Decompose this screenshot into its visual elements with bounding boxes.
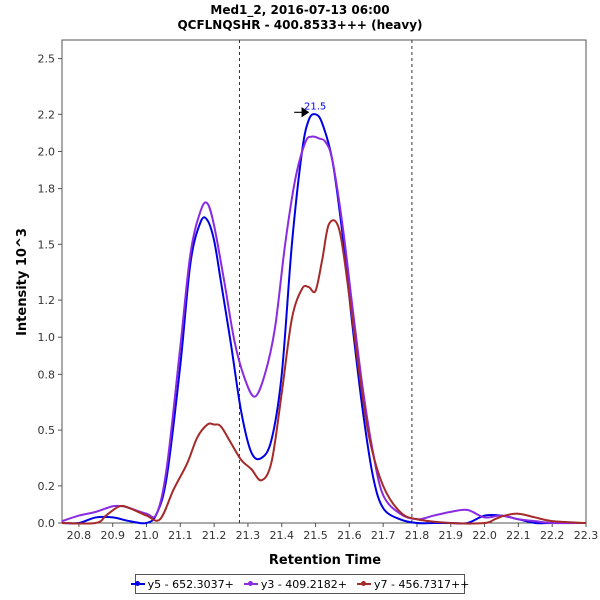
peak-arrow-icon [294, 107, 310, 118]
x-tick-label: 21.3 [236, 529, 261, 542]
y-tick-label: 0.8 [38, 368, 56, 381]
y-tick-label: 1.8 [38, 183, 56, 196]
series-line [61, 135, 587, 525]
peak-label: 21.5 [304, 101, 326, 112]
y-tick-label: 1.5 [38, 238, 56, 251]
y-tick-label: 1.2 [38, 294, 56, 307]
y-tick-label: 2.2 [38, 108, 56, 121]
chart-title: Med1_2, 2016-07-13 06:00 [210, 3, 390, 17]
x-tick-label: 21.5 [303, 529, 328, 542]
series-line [61, 219, 587, 525]
x-tick-label: 20.8 [67, 529, 92, 542]
y-tick-label: 0.2 [38, 480, 56, 493]
x-tick-label: 21.1 [168, 529, 193, 542]
x-tick-label: 22.1 [506, 529, 531, 542]
plot-area-frame [61, 39, 587, 524]
x-tick-label: 21.0 [134, 529, 159, 542]
x-tick-label: 21.7 [371, 529, 396, 542]
legend-item: y5 - 652.3037+ [130, 577, 234, 591]
legend-swatch-icon [357, 581, 371, 586]
x-tick-label: 21.6 [337, 529, 362, 542]
x-tick-label: 21.2 [202, 529, 227, 542]
legend-item: y3 - 409.2182+ [243, 577, 347, 591]
y-axis-label: Intensity 10^3 [15, 228, 30, 336]
legend-item: y7 - 456.7317++ [357, 578, 469, 591]
x-axis-label: Retention Time [269, 553, 381, 568]
x-tick-label: 21.8 [405, 529, 430, 542]
x-tick-label: 22.0 [472, 529, 497, 542]
x-tick-label: 22.2 [540, 529, 565, 542]
y-tick-label: 0.5 [38, 424, 56, 437]
series-line [61, 113, 586, 525]
chart-legend: y5 - 652.3037+ y3 - 409.2182+ y7 - 456.731… [130, 574, 469, 594]
x-tick-label: 21.9 [439, 529, 464, 542]
x-tick-label: 20.9 [100, 529, 125, 542]
y-tick-label: 2.5 [38, 53, 56, 66]
y-tick-label: 2.0 [38, 145, 56, 158]
legend-label: y3 - 409.2182+ [260, 577, 347, 591]
legend-label: y5 - 652.3037+ [147, 577, 234, 591]
y-tick-label: 0.0 [38, 517, 56, 530]
x-tick-label: 22.3 [574, 529, 599, 542]
legend-swatch-icon [243, 581, 258, 586]
y-tick-label: 1.0 [38, 331, 56, 344]
x-tick-label: 21.4 [269, 529, 294, 542]
legend-label: y7 - 456.7317++ [374, 577, 470, 591]
chart-subtitle: QCFLNQSHR - 400.8533+++ (heavy) [177, 18, 423, 32]
legend-swatch-icon [130, 581, 145, 586]
